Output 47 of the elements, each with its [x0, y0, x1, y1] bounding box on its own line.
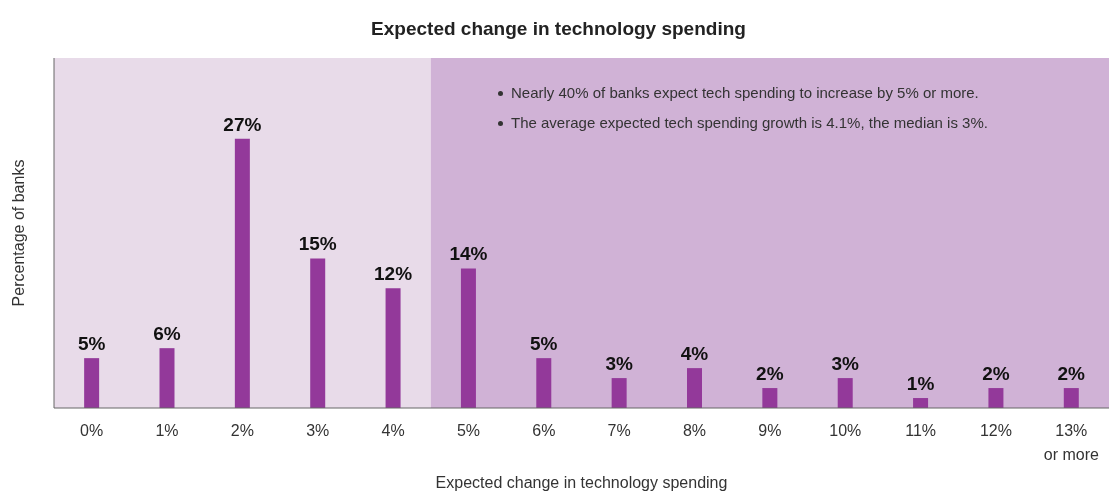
data-label: 5% [77, 333, 106, 355]
bar [460, 268, 476, 408]
data-label: 27% [223, 113, 262, 135]
bar [84, 358, 100, 408]
x-axis-title: Expected change in technology spending [435, 474, 728, 491]
data-label: 2% [756, 363, 784, 385]
x-tick-label: 12% [979, 422, 1012, 439]
x-tick-label: 9% [758, 422, 782, 439]
bar [536, 358, 552, 408]
chart-title: Expected change in technology spending [370, 17, 747, 41]
bar [1063, 388, 1079, 408]
data-label: 1% [906, 373, 935, 395]
x-tick-label: 7% [607, 422, 631, 439]
data-label: 3% [831, 353, 860, 375]
y-axis-title: Percentage of banks [9, 159, 27, 307]
data-label: 12% [374, 263, 413, 285]
bar [310, 258, 326, 408]
x-tick-label: 10% [829, 422, 862, 439]
x-tick-label: 6% [532, 422, 556, 439]
data-label: 3% [605, 353, 633, 375]
bar [234, 138, 250, 408]
x-tick-label: 13% or more [1043, 422, 1099, 463]
data-label: 2% [982, 363, 1010, 385]
bar [611, 378, 627, 408]
x-tick-label: 2% [230, 422, 254, 439]
text: Nearly 40% of banks expect tech spending to increase by 5% or more. [511, 83, 979, 103]
data-label: 6% [153, 323, 181, 345]
bar [687, 368, 702, 408]
bar [385, 288, 401, 408]
bar [762, 388, 778, 408]
data-label: 2% [1057, 363, 1086, 385]
x-tick-label: 11% [905, 422, 937, 439]
data-label: 15% [298, 233, 337, 255]
x-tick-label: 4% [381, 422, 405, 439]
x-tick-label: 3% [306, 422, 330, 439]
data-label: 5% [530, 333, 558, 355]
bar [988, 388, 1004, 408]
x-tick-label: 5% [456, 422, 481, 439]
x-tick-label: 1% [155, 422, 179, 439]
bar [837, 378, 853, 408]
x-tick-label: 8% [682, 422, 707, 439]
x-tick-label: 0% [80, 422, 104, 439]
bar [913, 398, 929, 408]
data-label: 4% [680, 343, 709, 365]
text: The average expected tech spending growth is 4.1%, the median is 3%. [511, 113, 988, 133]
data-label: 14% [449, 243, 488, 265]
bar [159, 348, 175, 408]
